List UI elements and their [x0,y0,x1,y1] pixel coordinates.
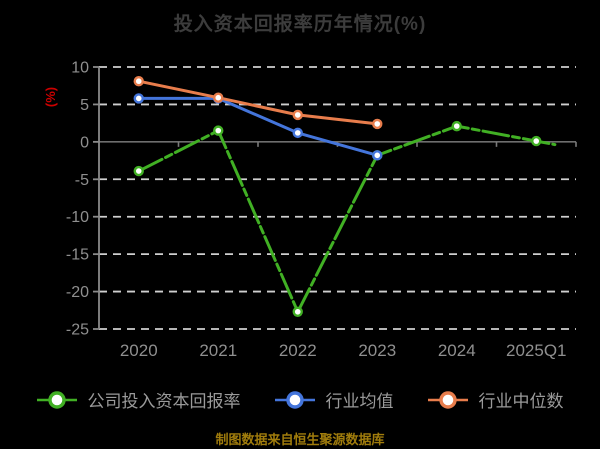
data-point-2 [213,92,224,103]
legend-label-industry-median: 行业中位数 [478,392,564,411]
industry-median-series-marker-icon [427,390,468,409]
y-tick-label: -25 [66,322,89,339]
data-point-0 [292,306,303,317]
y-tick-label: -5 [75,172,89,189]
legend-item-industry-median[interactable]: 行业中位数 [427,387,564,412]
industry-mean-series-marker-icon [274,390,315,409]
y-tick-label: 5 [80,97,89,114]
data-source-note: 制图数据来自恒生聚源数据库 [215,432,385,447]
y-tick-label: -20 [66,284,89,301]
y-tick-label: -10 [66,209,89,226]
data-point-0 [531,135,542,147]
data-point-0 [133,165,144,177]
x-tick-label: 2025Q1 [506,341,567,360]
series-line-1 [137,96,379,157]
data-point-2 [292,109,303,121]
y-tick-label: 0 [80,134,89,151]
x-tick-label: 2023 [358,341,396,360]
series-line-2 [137,79,379,126]
legend-item-company[interactable]: 公司投入资本回报率 [36,387,241,412]
data-point-1 [372,150,383,161]
legend-dot [438,390,457,409]
x-tick-label: 2021 [199,341,237,360]
data-point-2 [133,76,144,87]
chart-title: 投入资本回报率历年情况(%) [173,14,427,35]
chart-legend: 公司投入资本回报率 行业均值 行业中位数 [0,387,600,412]
x-tick-label: 2024 [438,341,476,360]
y-tick-label: 10 [71,60,89,77]
legend-dot [47,390,66,409]
legend-label-company: 公司投入资本回报率 [87,392,241,411]
data-point-1 [133,93,144,104]
company-series-marker-icon [36,390,77,409]
y-axis-unit-label: (%) [43,87,58,107]
y-tick-label: -15 [66,247,89,264]
data-point-1 [292,127,303,139]
legend-label-industry-mean: 行业均值 [325,392,394,411]
series-line-0 [137,124,557,314]
data-point-0 [451,120,462,132]
x-tick-label: 2020 [120,341,158,360]
x-tick-label: 2022 [279,341,317,360]
legend-dot [285,390,304,409]
legend-item-industry-mean[interactable]: 行业均值 [274,387,394,412]
data-point-0 [213,125,224,136]
data-point-2 [372,118,383,130]
